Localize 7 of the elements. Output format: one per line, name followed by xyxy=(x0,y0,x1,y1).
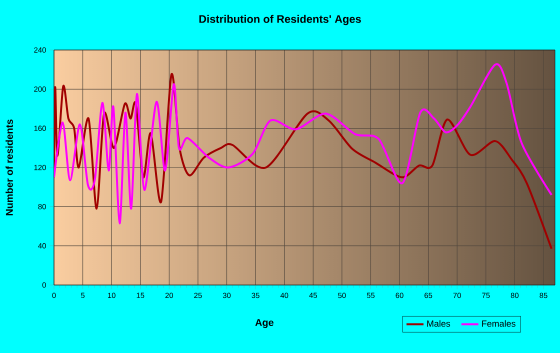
legend-label: Males xyxy=(427,320,450,327)
x-axis-title: Age xyxy=(255,319,274,328)
chart-title: Distribution of Residents' Ages xyxy=(199,14,361,26)
legend-label: Females xyxy=(482,320,516,327)
line-series xyxy=(54,73,553,250)
y-axis-title: Number of residents xyxy=(6,119,13,216)
line-series xyxy=(54,63,553,224)
